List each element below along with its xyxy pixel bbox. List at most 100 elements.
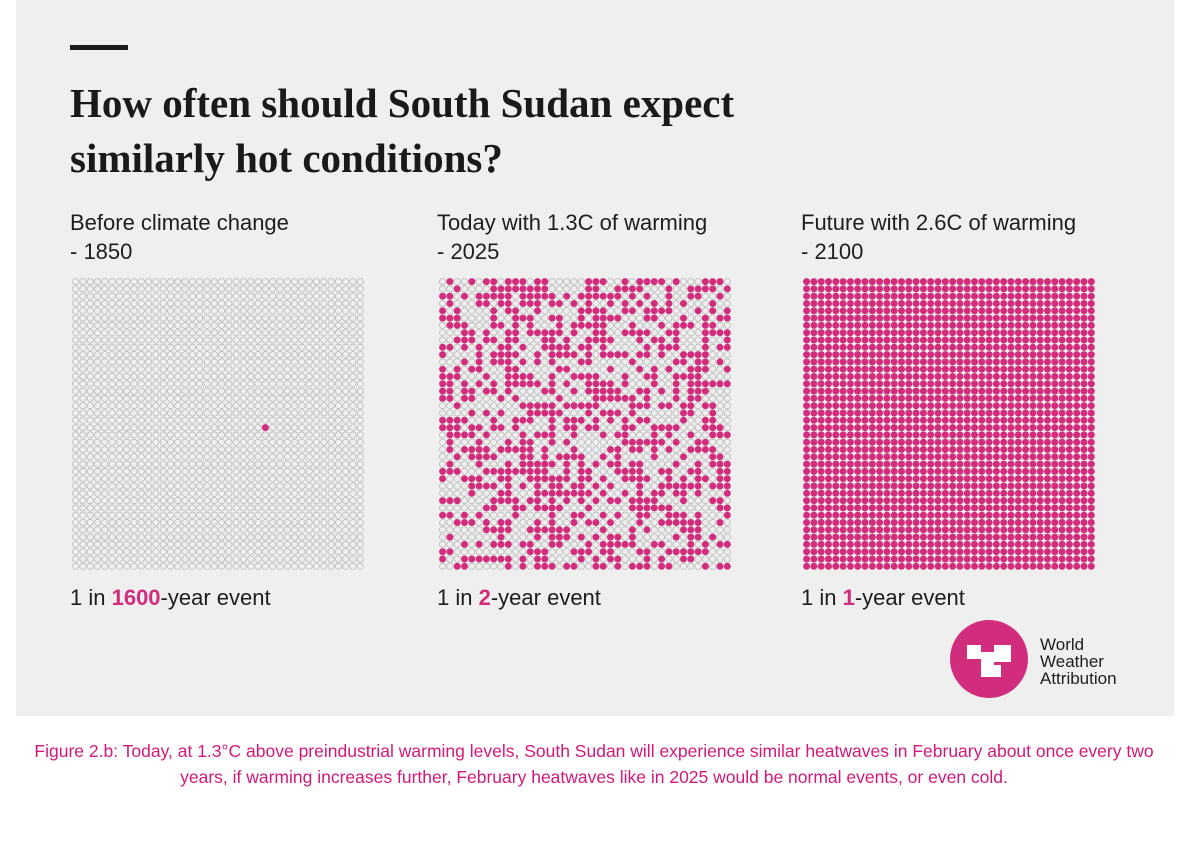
waffle-dot-filled bbox=[890, 475, 898, 483]
waffle-dot-filled bbox=[992, 329, 1000, 337]
waffle-dot-empty bbox=[210, 453, 218, 461]
waffle-dot-empty bbox=[312, 555, 320, 563]
waffle-dot-filled bbox=[1058, 446, 1066, 453]
waffle-dot-filled bbox=[898, 278, 905, 286]
waffle-dot-filled bbox=[592, 394, 600, 402]
waffle-dot-empty bbox=[174, 380, 182, 388]
waffle-dot-empty bbox=[269, 467, 277, 475]
waffle-dot-filled bbox=[555, 526, 563, 534]
waffle-dot-empty bbox=[145, 358, 153, 366]
waffle-dot-filled bbox=[453, 373, 461, 380]
waffle-dot-filled bbox=[810, 278, 818, 286]
waffle-dot-empty bbox=[468, 533, 476, 541]
waffle-dot-filled bbox=[519, 438, 527, 446]
waffle-dot-filled bbox=[1044, 424, 1051, 432]
waffle-dot-empty bbox=[247, 497, 255, 505]
waffle-dot-empty bbox=[305, 533, 313, 541]
waffle-dot-filled bbox=[912, 409, 920, 417]
waffle-dot-filled bbox=[548, 380, 556, 388]
waffle-dot-filled bbox=[810, 446, 818, 453]
waffle-dot-empty bbox=[453, 489, 461, 497]
waffle-dot-filled bbox=[475, 380, 483, 388]
waffle-dot-empty bbox=[723, 424, 731, 432]
waffle-dot-filled bbox=[905, 424, 913, 432]
waffle-dot-empty bbox=[167, 467, 175, 475]
waffle-dot-empty bbox=[101, 387, 109, 395]
waffle-dot-filled bbox=[956, 431, 964, 439]
waffle-dot-filled bbox=[839, 431, 847, 439]
waffle-dot-empty bbox=[526, 489, 534, 497]
waffle-dot-empty bbox=[356, 394, 364, 402]
waffle-dot-empty bbox=[665, 387, 673, 395]
waffle-dot-empty bbox=[239, 555, 247, 563]
waffle-dot-filled bbox=[1058, 460, 1066, 468]
waffle-dot-filled bbox=[912, 394, 920, 402]
waffle-dot-empty bbox=[276, 518, 284, 526]
waffle-dot-filled bbox=[453, 519, 461, 526]
waffle-dot-filled bbox=[883, 489, 891, 497]
waffle-dot-filled bbox=[541, 402, 549, 410]
waffle-dot-empty bbox=[123, 497, 131, 505]
waffle-dot-empty bbox=[446, 365, 454, 373]
waffle-dot-filled bbox=[883, 321, 891, 329]
waffle-dot-empty bbox=[218, 533, 226, 541]
waffle-dot-filled bbox=[956, 321, 964, 329]
waffle-dot-filled bbox=[585, 424, 593, 432]
waffle-dot-filled bbox=[876, 489, 884, 497]
waffle-dot-filled bbox=[1036, 540, 1044, 548]
waffle-dot-filled bbox=[701, 343, 709, 351]
waffle-dot-empty bbox=[709, 555, 717, 563]
waffle-dot-filled bbox=[599, 540, 607, 548]
waffle-dot-empty bbox=[239, 307, 247, 315]
waffle-dot-empty bbox=[137, 511, 145, 519]
waffle-dot-filled bbox=[621, 475, 629, 483]
waffle-dot-filled bbox=[534, 497, 541, 505]
waffle-dot-filled bbox=[490, 467, 498, 475]
waffle-dot-empty bbox=[269, 526, 277, 534]
waffle-dot-empty bbox=[174, 299, 182, 307]
waffle-dot-filled bbox=[585, 380, 593, 388]
waffle-dot-empty bbox=[93, 394, 101, 402]
waffle-dot-empty bbox=[254, 497, 262, 505]
waffle-dot-filled bbox=[898, 431, 905, 439]
waffle-dot-filled bbox=[934, 453, 942, 461]
waffle-dot-empty bbox=[585, 511, 593, 519]
waffle-dot-empty bbox=[145, 292, 153, 300]
waffle-dot-empty bbox=[86, 380, 94, 388]
waffle-dot-empty bbox=[298, 489, 306, 497]
waffle-dot-filled bbox=[839, 351, 847, 359]
waffle-dot-filled bbox=[839, 497, 847, 505]
waffle-dot-filled bbox=[1000, 555, 1008, 563]
waffle-dot-empty bbox=[650, 555, 658, 563]
waffle-dot-empty bbox=[541, 540, 549, 548]
waffle-dot-empty bbox=[312, 358, 320, 366]
waffle-dot-filled bbox=[1036, 526, 1044, 534]
waffle-dot-filled bbox=[978, 467, 986, 475]
waffle-dot-empty bbox=[276, 329, 284, 337]
waffle-dot-filled bbox=[446, 373, 454, 380]
waffle-dot-empty bbox=[614, 343, 622, 351]
waffle-dot-empty bbox=[334, 504, 342, 512]
waffle-dot-filled bbox=[636, 548, 644, 556]
waffle-dot-empty bbox=[453, 438, 461, 446]
waffle-dot-filled bbox=[949, 446, 957, 453]
waffle-dot-filled bbox=[992, 358, 1000, 366]
waffle-dot-filled bbox=[563, 475, 571, 483]
waffle-dot-filled bbox=[919, 351, 927, 359]
waffle-dot-filled bbox=[839, 387, 847, 395]
waffle-dot-filled bbox=[555, 482, 563, 490]
waffle-dot-empty bbox=[276, 292, 284, 300]
waffle-dot-filled bbox=[497, 475, 505, 483]
waffle-dot-empty bbox=[312, 548, 320, 556]
waffle-dot-filled bbox=[555, 321, 563, 329]
waffle-dot-filled bbox=[832, 416, 840, 424]
waffle-dot-filled bbox=[504, 475, 512, 483]
waffle-dot-filled bbox=[985, 555, 993, 563]
waffle-dot-filled bbox=[1022, 292, 1030, 300]
waffle-dot-empty bbox=[196, 533, 204, 541]
waffle-dot-empty bbox=[305, 445, 313, 453]
waffle-dot-filled bbox=[548, 519, 556, 526]
waffle-dot-filled bbox=[716, 460, 724, 468]
waffle-dot-empty bbox=[130, 518, 138, 526]
waffle-dot-filled bbox=[978, 504, 986, 512]
